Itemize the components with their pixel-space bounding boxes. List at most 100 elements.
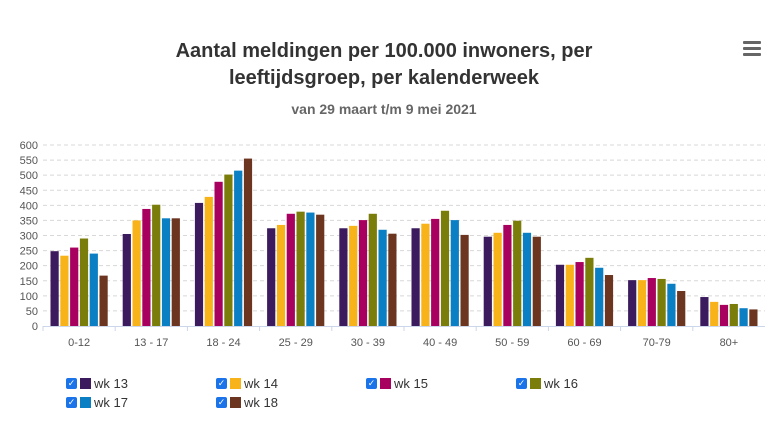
legend-label: wk 14: [244, 376, 278, 391]
bar-wk-14: [565, 264, 574, 326]
x-tick-label: 13 - 17: [134, 337, 168, 349]
chart-subtitle: van 29 maart t/m 9 mei 2021: [291, 101, 477, 117]
legend-swatch: [80, 397, 91, 408]
legend-swatch: [380, 378, 391, 389]
title-line-2: leeftijdsgroep, per kalenderweek: [228, 67, 540, 89]
bar-wk-18: [604, 275, 614, 326]
hamburger-icon[interactable]: [743, 41, 761, 59]
x-tick-label: 50 - 59: [495, 337, 529, 349]
legend-swatch: [230, 397, 241, 408]
x-tick-label: 80+: [720, 337, 739, 349]
checkbox[interactable]: ✓: [66, 397, 77, 408]
bar-wk-16: [79, 238, 89, 326]
legend-item-wk-18[interactable]: ✓ wk 18: [216, 395, 278, 410]
bar-wk-14: [637, 280, 647, 326]
bar-wk-16: [440, 210, 450, 326]
x-tick-label: 60 - 69: [567, 337, 601, 349]
bar-wk-18: [243, 158, 253, 326]
bar-wk-15: [214, 181, 223, 326]
y-tick-label: 350: [20, 215, 38, 227]
bar-wk-13: [555, 264, 565, 326]
y-tick-label: 300: [20, 231, 38, 243]
checkbox[interactable]: ✓: [516, 378, 527, 389]
checkbox[interactable]: ✓: [216, 397, 227, 408]
y-tick-label: 0: [32, 321, 38, 333]
x-tick-label: 30 - 39: [351, 337, 385, 349]
legend-item-wk-13[interactable]: ✓ wk 13: [66, 376, 128, 391]
y-tick-label: 50: [26, 306, 38, 318]
bar-wk-17: [378, 229, 387, 326]
bar-wk-14: [710, 301, 719, 326]
legend-label: wk 16: [544, 376, 578, 391]
legend-swatch: [230, 378, 241, 389]
x-tick-label: 25 - 29: [279, 337, 313, 349]
bar-wk-17: [667, 283, 676, 326]
bar-wk-13: [267, 228, 276, 326]
x-tick-label: 70-79: [643, 337, 671, 349]
legend-label: wk 18: [244, 395, 278, 410]
y-tick-label: 600: [20, 140, 38, 152]
checkbox[interactable]: ✓: [216, 378, 227, 389]
bar-wk-18: [677, 291, 686, 326]
x-tick-label: 40 - 49: [423, 337, 457, 349]
bar-wk-13: [194, 202, 204, 326]
bar-wk-16: [296, 211, 305, 326]
bar-wk-17: [522, 232, 532, 326]
bar-wk-15: [70, 247, 79, 326]
bar-wk-16: [368, 213, 377, 326]
bar-wk-17: [234, 170, 243, 326]
bar-wk-16: [729, 303, 738, 326]
x-tick-label: 0-12: [68, 337, 90, 349]
bar-wk-17: [739, 308, 748, 326]
legend-item-wk-17[interactable]: ✓ wk 17: [66, 395, 128, 410]
bar-wk-18: [388, 233, 397, 326]
bar-wk-14: [132, 220, 141, 326]
bar-wk-13: [700, 297, 709, 326]
checkbox[interactable]: ✓: [66, 378, 77, 389]
legend-label: wk 15: [394, 376, 428, 391]
bar-wk-15: [431, 218, 440, 326]
legend-label: wk 17: [94, 395, 128, 410]
checkbox[interactable]: ✓: [366, 378, 377, 389]
bar-wk-15: [142, 208, 151, 326]
bar-wk-17: [89, 253, 98, 326]
legend-item-wk-15[interactable]: ✓ wk 15: [366, 376, 428, 391]
legend-label: wk 13: [94, 376, 128, 391]
bar-wk-15: [647, 278, 656, 326]
legend-item-wk-16[interactable]: ✓ wk 16: [516, 376, 578, 391]
bar-wk-17: [595, 267, 604, 326]
y-tick-label: 250: [20, 246, 38, 258]
bar-wk-17: [306, 212, 315, 326]
bar-wk-15: [503, 224, 512, 326]
bar-wk-14: [421, 223, 430, 326]
bar-wk-16: [585, 257, 594, 326]
bar-wk-16: [513, 220, 522, 326]
bar-wk-15: [358, 220, 368, 326]
bar-wk-18: [532, 236, 541, 326]
y-tick-label: 550: [20, 155, 38, 167]
y-tick-label: 200: [20, 261, 38, 273]
bar-wk-18: [460, 234, 469, 326]
bar-wk-18: [316, 214, 325, 326]
bar-wk-14: [349, 225, 358, 326]
bar-wk-18: [171, 218, 180, 326]
bar-wk-16: [657, 278, 666, 326]
bar-wk-17: [161, 218, 171, 326]
y-tick-label: 400: [20, 200, 38, 212]
legend-item-wk-14[interactable]: ✓ wk 14: [216, 376, 278, 391]
bar-wk-17: [450, 220, 459, 326]
bar-wk-13: [483, 236, 492, 326]
bar-wk-15: [286, 213, 295, 326]
y-tick-label: 150: [20, 276, 38, 288]
bar-wk-14: [493, 232, 502, 326]
bar-wk-13: [122, 233, 131, 326]
bar-wk-14: [276, 224, 286, 326]
bar-wk-15: [575, 262, 584, 326]
y-tick-label: 500: [20, 170, 38, 182]
legend-swatch: [530, 378, 541, 389]
title-line-1: Aantal meldingen per 100.000 inwoners, p…: [175, 40, 593, 62]
bar-wk-14: [204, 196, 213, 326]
chart-title: Aantal meldingen per 100.000 inwoners, p…: [0, 38, 768, 92]
bar-wk-14: [60, 255, 69, 326]
